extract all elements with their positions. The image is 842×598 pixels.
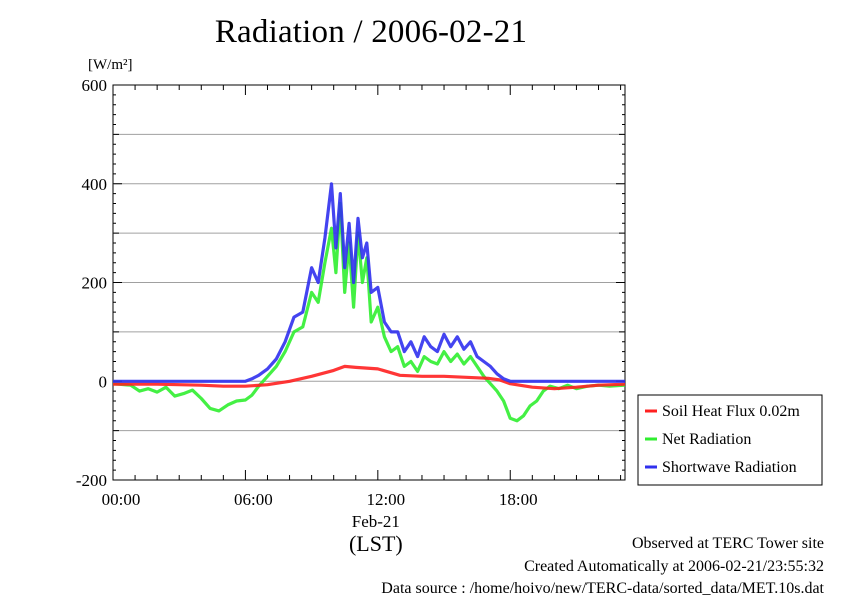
- legend-box: [637, 394, 823, 486]
- legend-label-net-radiation: Net Radiation: [662, 431, 751, 448]
- x-tick-label: 12:00: [366, 490, 405, 509]
- footer-observed: Observed at TERC Tower site: [631, 535, 824, 552]
- date-label: Feb-21: [352, 512, 400, 531]
- x-tick-label: 00:00: [102, 490, 141, 509]
- x-axis-label: (LST): [349, 531, 403, 556]
- plot-area: [113, 182, 625, 423]
- y-tick-label: 0: [99, 372, 108, 391]
- footer-source: Data source : /home/hoivo/new/TERC-data/…: [381, 580, 824, 597]
- series-line-soil-heat-flux-0-02m: [113, 364, 625, 391]
- legend-label-soil-heat-flux-0-02m: Soil Heat Flux 0.02m: [662, 403, 800, 420]
- x-tick-label: 18:00: [499, 490, 538, 509]
- y-axis-label: [W/m²]: [88, 57, 132, 73]
- x-tick-label: 06:00: [234, 490, 273, 509]
- y-tick-label: -200: [76, 471, 107, 490]
- chart-title: Radiation / 2006-02-21: [214, 14, 528, 50]
- y-tick-label: 400: [82, 175, 108, 194]
- series-line-shortwave-radiation: [113, 182, 625, 383]
- footer-created: Created Automatically at 2006-02-21/23:5…: [524, 558, 824, 575]
- series-line-net-radiation: [113, 201, 625, 423]
- legend-label-shortwave-radiation: Shortwave Radiation: [662, 459, 797, 476]
- y-tick-label: 200: [82, 274, 108, 293]
- y-tick-label: 600: [82, 76, 108, 95]
